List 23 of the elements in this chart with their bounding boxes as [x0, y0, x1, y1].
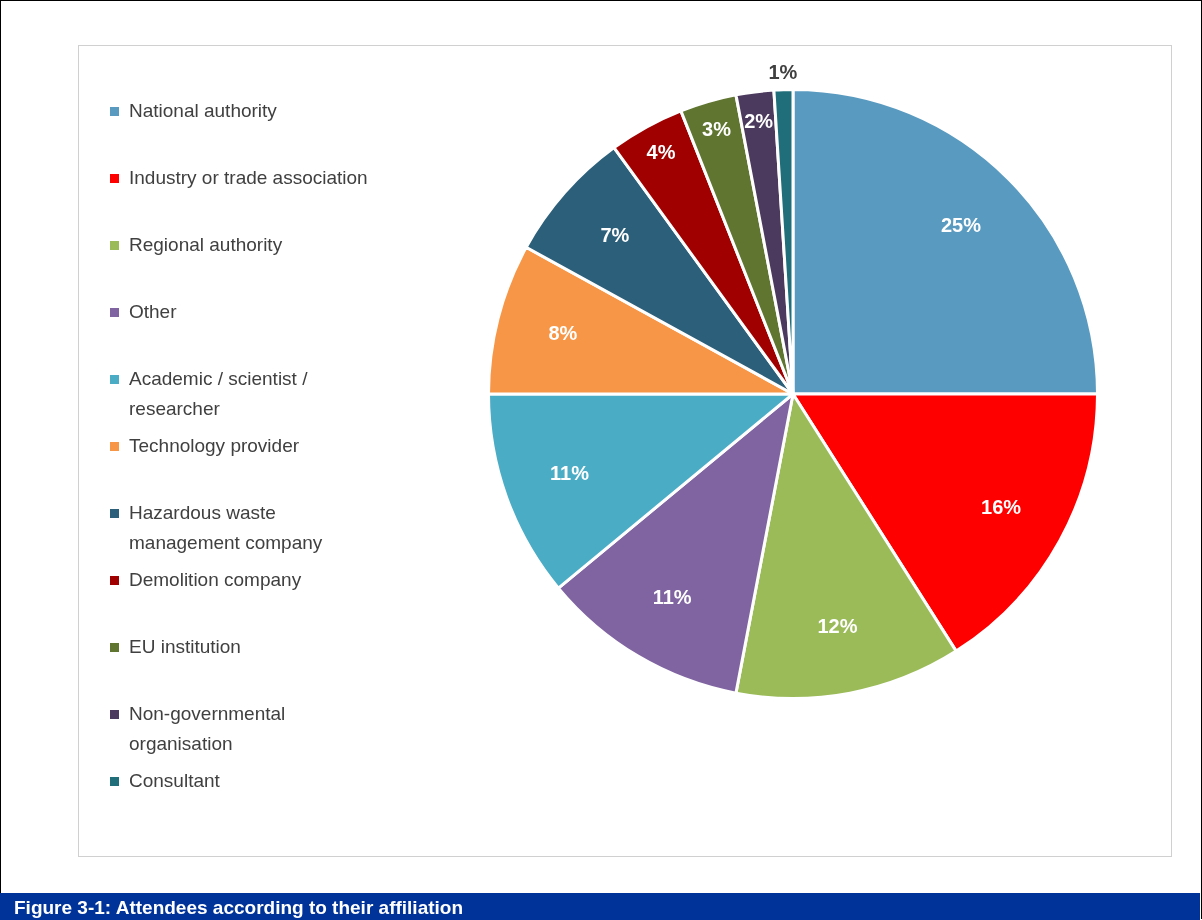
legend-label: Non-governmental organisation [129, 702, 287, 756]
legend-label: Consultant [129, 769, 220, 793]
data-label: 16% [981, 495, 1022, 518]
legend-label: National authority [129, 99, 277, 123]
text: Figure 3-1: Attendees according to their affiliation [0, 893, 1200, 920]
legend-label: Demolition company [129, 568, 302, 592]
legend-label: Academic / scientist / researcher [129, 367, 309, 421]
data-label: 11% [652, 585, 692, 608]
data-label: 3% [702, 118, 732, 141]
legend-label: Other [129, 300, 177, 324]
data-label: 7% [600, 224, 630, 247]
legend-label: Regional authority [129, 233, 283, 257]
data-label: 11% [550, 461, 590, 484]
legend-label: EU institution [129, 635, 241, 659]
data-label: 1% [768, 61, 798, 84]
data-label: 8% [548, 322, 578, 345]
legend-label: Industry or trade association [129, 166, 368, 190]
data-label: 4% [646, 141, 676, 164]
legend-label: Technology provider [129, 434, 300, 458]
data-label: 2% [744, 109, 774, 132]
data-label: 25% [940, 213, 982, 236]
legend-label: Hazardous waste management company [129, 501, 324, 555]
data-label: 12% [817, 614, 858, 637]
